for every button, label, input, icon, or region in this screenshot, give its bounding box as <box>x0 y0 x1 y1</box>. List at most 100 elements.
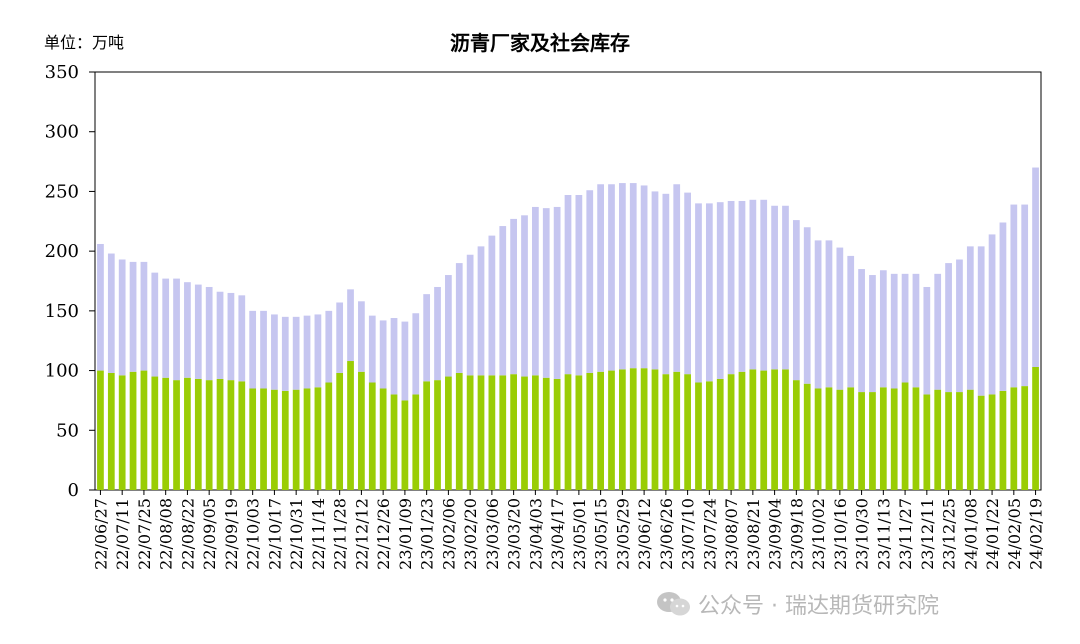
x-tick-label: 22/11/14 <box>309 498 328 570</box>
bar-social <box>738 200 746 372</box>
bar-social <box>173 278 180 381</box>
bar-social <box>890 273 898 389</box>
bar-factory <box>466 375 474 490</box>
bar-social <box>836 247 844 390</box>
bar-social <box>412 313 420 395</box>
bar-social <box>390 318 398 395</box>
y-tick-label: 300 <box>45 122 79 143</box>
bar-social <box>727 200 735 375</box>
bar-social <box>401 321 409 401</box>
bar-factory <box>194 378 202 490</box>
bar-social <box>249 310 257 389</box>
bar-factory <box>716 378 724 490</box>
bar-factory <box>129 371 137 490</box>
bar-factory <box>977 395 985 490</box>
bar-social <box>564 195 572 375</box>
x-tick-label: 22/12/26 <box>374 498 393 570</box>
x-tick-label: 23/01/09 <box>396 498 415 570</box>
bar-social <box>662 193 670 375</box>
bar-social <box>466 254 474 376</box>
bar-factory <box>336 372 344 490</box>
bar-factory <box>792 380 800 490</box>
bar-factory <box>738 371 746 490</box>
bar-factory <box>879 387 887 490</box>
y-tick-label: 150 <box>45 301 79 322</box>
bar-social <box>553 206 561 379</box>
bar-factory <box>455 372 463 490</box>
bar-factory <box>564 374 572 490</box>
bar-factory <box>97 370 104 490</box>
bar-factory <box>814 388 822 490</box>
x-tick-label: 23/11/13 <box>874 498 893 570</box>
y-tick-label: 100 <box>45 361 79 382</box>
bar-social <box>107 253 115 373</box>
bar-social <box>782 205 789 370</box>
bar-factory <box>1021 386 1029 490</box>
bar-social <box>705 203 713 382</box>
bar-social <box>771 205 778 370</box>
bar-social <box>1010 204 1018 388</box>
bar-factory <box>586 372 594 490</box>
bar-factory <box>542 377 550 490</box>
bar-factory <box>140 370 148 490</box>
bar-factory <box>553 378 561 490</box>
bar-factory <box>966 389 974 490</box>
x-tick-label: 23/08/07 <box>722 498 741 570</box>
bar-social <box>988 234 996 395</box>
bar-factory <box>619 369 626 490</box>
bar-social <box>488 235 496 376</box>
bar-social <box>455 263 463 373</box>
bar-factory <box>782 369 789 490</box>
bar-social <box>716 202 724 379</box>
bar-factory <box>510 374 517 490</box>
bar-social <box>956 259 963 393</box>
x-tick-label: 22/12/12 <box>352 498 371 570</box>
bar-social <box>934 273 942 390</box>
bar-factory <box>390 394 398 490</box>
bar-social <box>216 291 224 379</box>
bars-group <box>97 167 1039 490</box>
bar-factory <box>988 394 996 490</box>
y-tick-label: 50 <box>56 420 79 441</box>
bar-factory <box>216 378 224 490</box>
x-tick-label: 23/06/26 <box>657 498 676 570</box>
bar-factory <box>423 381 431 490</box>
x-tick-label: 23/10/16 <box>831 498 850 570</box>
x-axis: 22/06/27 22/07/11 22/07/25 22/08/08 22/08/22… <box>91 490 1046 570</box>
bar-factory <box>227 380 235 490</box>
x-tick-label: 23/09/04 <box>766 498 785 570</box>
x-tick-label: 23/07/10 <box>679 498 698 570</box>
bar-factory <box>281 390 289 490</box>
bar-factory <box>890 388 898 490</box>
bar-social <box>858 269 865 393</box>
bar-social <box>966 246 974 390</box>
bar-social <box>869 275 876 393</box>
bar-factory <box>532 375 539 490</box>
x-tick-label: 23/04/03 <box>526 498 545 570</box>
bar-factory <box>847 387 855 490</box>
bar-factory <box>488 375 496 490</box>
bar-social <box>434 286 441 381</box>
y-tick-label: 350 <box>45 62 79 83</box>
bar-factory <box>912 387 920 490</box>
bar-social <box>629 183 637 369</box>
bar-social <box>445 275 452 377</box>
bar-social <box>238 295 246 382</box>
x-tick-label: 22/11/28 <box>331 498 350 570</box>
bar-social <box>619 183 626 370</box>
bar-social <box>847 255 855 388</box>
bar-factory <box>640 368 648 490</box>
y-tick-label: 0 <box>68 480 79 501</box>
bar-factory <box>923 394 931 490</box>
x-tick-label: 23/12/11 <box>918 498 937 570</box>
bar-factory <box>629 368 637 490</box>
chart-title: 沥青厂家及社会库存 <box>450 31 630 55</box>
bar-factory <box>727 374 735 490</box>
x-tick-label: 23/11/27 <box>896 498 915 570</box>
bar-social <box>879 270 887 388</box>
bar-factory <box>184 377 191 490</box>
bar-social <box>597 184 604 372</box>
bar-social <box>336 302 344 373</box>
bar-factory <box>292 389 300 490</box>
